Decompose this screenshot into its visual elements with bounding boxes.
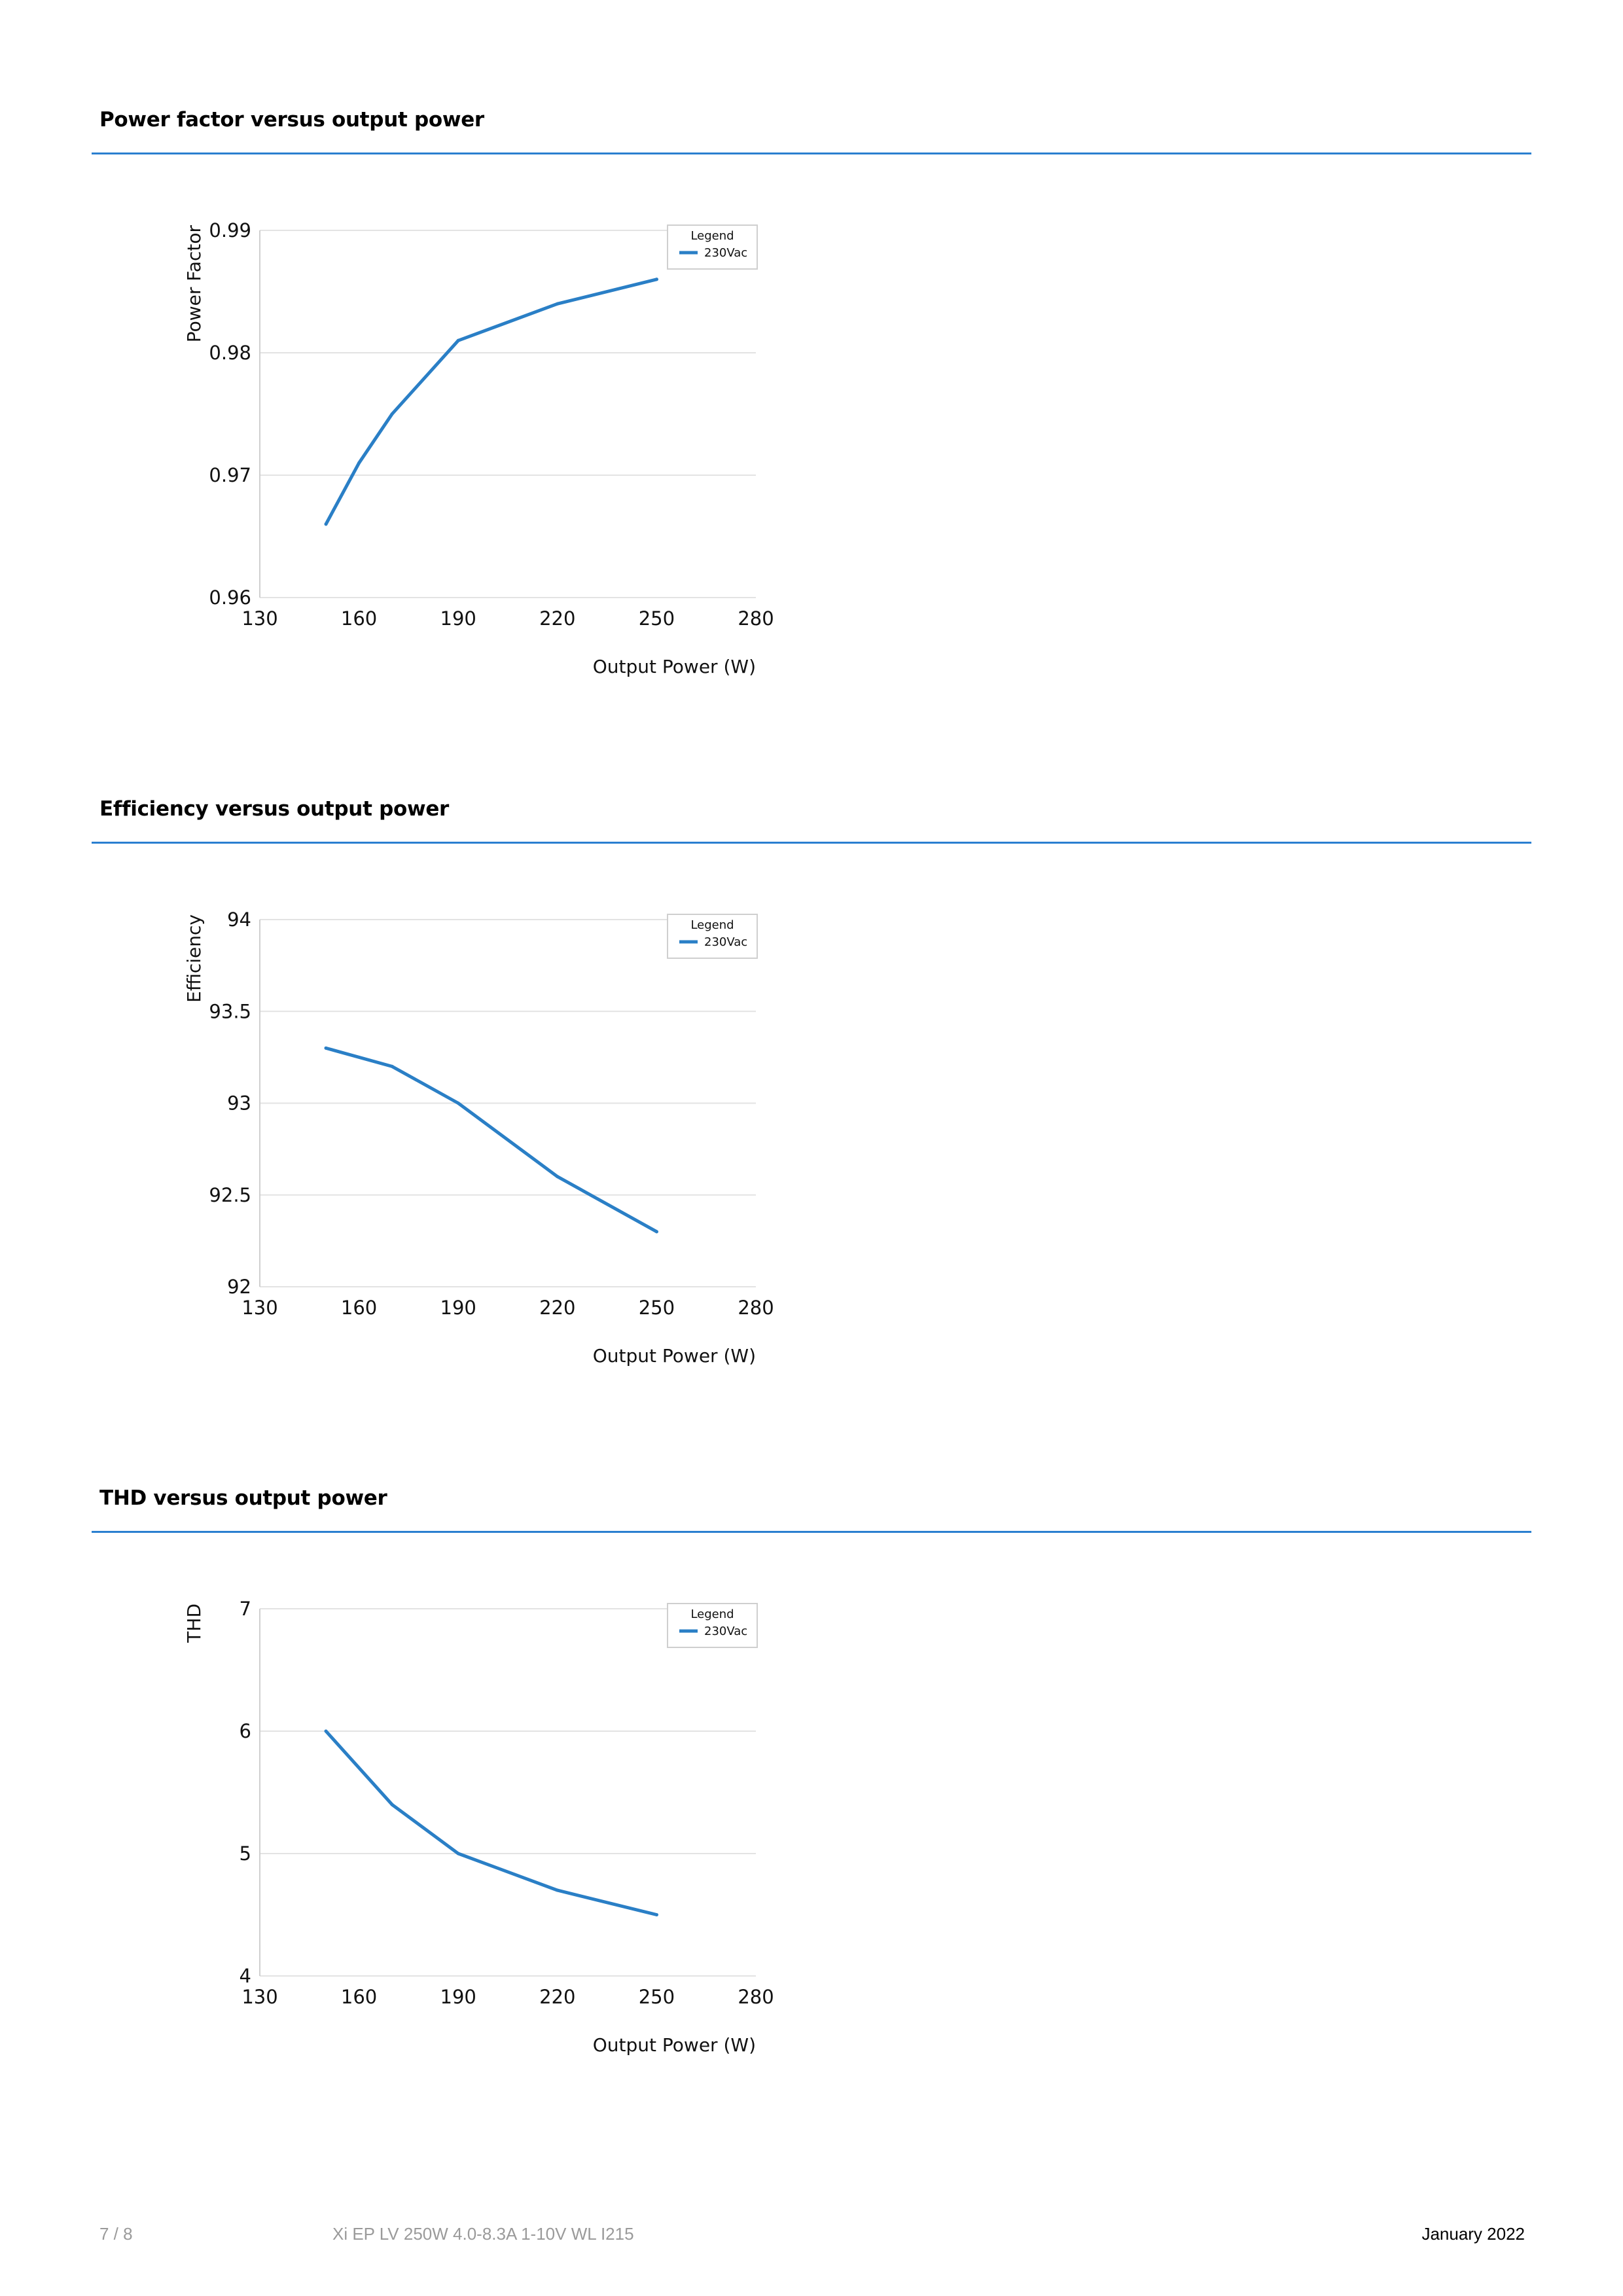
x-axis-label: Output Power (W) [593,1345,756,1367]
y-tick-label: 93 [227,1092,251,1115]
y-tick-label: 0.96 [209,586,251,609]
efficiency-chart: 92 92.5 93 93.5 94 130 160 190 220 250 280 Output P… [183,908,774,1367]
x-tick-label: 250 [639,607,675,630]
legend-title: Legend [690,918,734,932]
legend-box [667,224,758,270]
section-title: THD versus output power [99,1486,387,1510]
y-tick-label: 92.5 [209,1184,251,1206]
y-tick-label: 0.97 [209,464,251,486]
data-point [654,1230,658,1234]
data-point [324,1729,328,1733]
data-point [654,278,658,281]
data-point [390,412,394,416]
legend-title: Legend [690,1607,734,1621]
legend-entry: 230Vac [704,246,747,260]
x-axis-label: Output Power (W) [593,2034,756,2056]
x-tick-label: 190 [440,607,476,630]
y-tick-label: 0.99 [209,219,251,242]
legend-box [667,914,758,959]
page-number: 7 / 8 [99,2224,133,2244]
x-tick-label: 190 [440,1986,476,2008]
x-tick-label: 220 [539,607,575,630]
x-axis-label: Output Power (W) [593,656,756,677]
section-title: Efficiency versus output power [99,797,450,821]
data-point [324,1046,328,1050]
y-tick-label: 7 [240,1598,251,1620]
x-tick-label: 190 [440,1297,476,1319]
power-factor-chart: 0.96 0.97 0.98 0.99 130 160 190 220 250 280 Output… [183,219,774,677]
x-tick-label: 160 [341,1297,377,1319]
legend-entry: 230Vac [704,1624,747,1638]
x-tick-label: 130 [241,1297,277,1319]
data-point [556,1175,560,1179]
x-tick-label: 280 [738,1986,774,2008]
x-tick-label: 160 [341,1986,377,2008]
x-tick-label: 280 [738,1297,774,1319]
y-tick-label: 93.5 [209,1000,251,1022]
series-line-230Vac [324,1046,658,1234]
x-tick-label: 220 [539,1986,575,2008]
document-date: January 2022 [1421,2224,1525,2244]
legend-entry: 230Vac [704,935,747,949]
x-tick-label: 250 [639,1297,675,1319]
data-point [390,1803,394,1806]
data-point [324,522,328,526]
y-tick-label: 92 [227,1276,251,1298]
section-title: Power factor versus output power [99,108,484,132]
y-tick-label: 0.98 [209,342,251,364]
data-point [456,338,460,342]
x-tick-label: 160 [341,607,377,630]
y-tick-label: 4 [240,1965,251,1987]
y-tick-label: 5 [240,1842,251,1865]
data-point [456,1852,460,1856]
data-point [654,1913,658,1916]
data-point [556,302,560,306]
section-divider [92,1531,1531,1533]
x-tick-label: 250 [639,1986,675,2008]
x-tick-label: 280 [738,607,774,630]
y-axis-label: Power Factor [183,225,205,343]
y-axis-label: THD [183,1604,205,1643]
y-tick-label: 6 [240,1720,251,1742]
y-axis-label: Efficiency [183,914,205,1003]
series-line-230Vac [324,278,658,526]
data-point [390,1064,394,1068]
x-tick-label: 220 [539,1297,575,1319]
product-name: Xi EP LV 250W 4.0-8.3A 1-10V WL I215 [332,2224,634,2244]
data-point [456,1102,460,1105]
x-tick-label: 130 [241,607,277,630]
legend-title: Legend [690,229,734,243]
data-point [357,461,361,465]
data-point [556,1888,560,1892]
y-tick-label: 94 [227,908,251,931]
x-tick-label: 130 [241,1986,277,2008]
thd-chart: 4 5 6 7 130 160 190 220 250 280 Output Power (W) TH… [183,1598,774,2056]
series-line-230Vac [324,1729,658,1916]
section-divider [92,842,1531,844]
section-divider [92,152,1531,154]
legend-box [667,1603,758,1648]
